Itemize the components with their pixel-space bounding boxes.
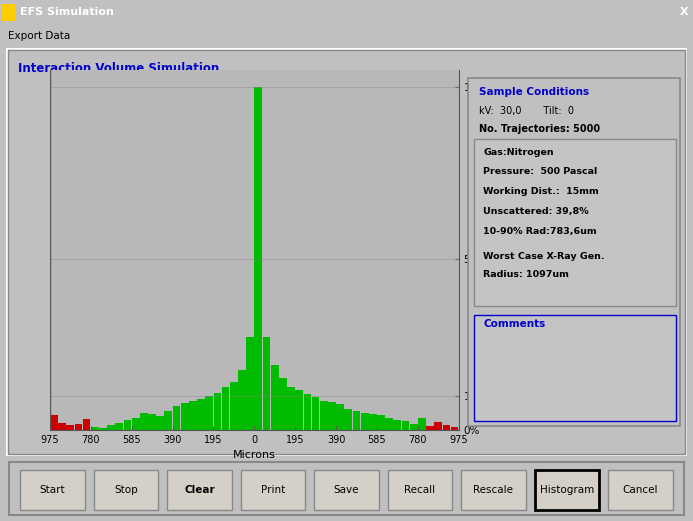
Bar (222, 387, 229, 430)
Text: Cancel: Cancel (623, 485, 658, 495)
Bar (91, 427, 98, 430)
Text: Start: Start (40, 485, 65, 495)
Text: kV:  30,0       Tilt:  0: kV: 30,0 Tilt: 0 (479, 106, 574, 116)
Bar (387, 470, 453, 510)
Bar (157, 416, 164, 430)
Bar (426, 426, 434, 430)
Text: X: X (679, 7, 688, 17)
Bar (295, 390, 303, 430)
Bar (58, 423, 66, 430)
Bar (344, 410, 352, 430)
Text: Rescale: Rescale (473, 485, 514, 495)
Bar (189, 401, 197, 430)
Text: Print: Print (261, 485, 285, 495)
Text: Worst Case X-Ray Gen.: Worst Case X-Ray Gen. (483, 252, 605, 261)
Text: Radius: 1097um: Radius: 1097um (483, 270, 569, 279)
Bar (67, 425, 74, 430)
Text: 10-90% Rad:783,6um: 10-90% Rad:783,6um (483, 227, 597, 235)
Bar (246, 338, 254, 430)
Bar (164, 411, 173, 430)
Bar (230, 382, 238, 430)
Bar (271, 365, 279, 430)
Bar (107, 425, 115, 430)
Bar (263, 338, 270, 430)
Bar (238, 370, 246, 430)
Bar (450, 427, 459, 430)
Bar (287, 387, 295, 430)
Text: Working Dist.:  15mm: Working Dist.: 15mm (483, 187, 599, 196)
Bar (361, 413, 369, 430)
Bar (198, 399, 205, 430)
Bar (314, 470, 379, 510)
Bar (94, 470, 159, 510)
Bar (402, 421, 410, 430)
Bar (82, 419, 91, 430)
Bar (534, 470, 599, 510)
Bar (205, 395, 213, 430)
Bar (377, 415, 385, 430)
Bar (410, 424, 418, 430)
Bar (312, 398, 319, 430)
Bar (140, 413, 148, 430)
Text: Clear: Clear (184, 485, 215, 495)
Bar (99, 428, 107, 430)
Text: EFS Simulation: EFS Simulation (20, 7, 114, 17)
Bar (50, 415, 58, 430)
Bar (148, 414, 156, 430)
Bar (240, 470, 306, 510)
Bar (353, 411, 360, 430)
Bar (123, 420, 132, 430)
Bar (336, 404, 344, 430)
Bar (475, 315, 676, 421)
Text: No. Trajectories: 5000: No. Trajectories: 5000 (479, 123, 600, 133)
Bar (213, 393, 221, 430)
Text: Gas:Nitrogen: Gas:Nitrogen (483, 147, 554, 157)
X-axis label: Microns: Microns (233, 450, 276, 460)
Text: Unscattered: 39,8%: Unscattered: 39,8% (483, 207, 589, 216)
Text: Stop: Stop (114, 485, 138, 495)
Text: Histogram: Histogram (540, 485, 594, 495)
Bar (2, 4, 16, 21)
Bar (75, 424, 82, 430)
Text: Save: Save (334, 485, 359, 495)
Bar (116, 423, 123, 430)
Bar (443, 425, 450, 430)
Bar (328, 402, 336, 430)
Bar (394, 419, 401, 430)
Bar (304, 394, 311, 430)
Bar (369, 414, 377, 430)
Bar (181, 403, 188, 430)
Bar (132, 418, 139, 430)
Text: Sample Conditions: Sample Conditions (479, 86, 589, 96)
Bar (279, 378, 287, 430)
Bar (608, 470, 673, 510)
Bar (435, 423, 442, 430)
Bar (461, 470, 526, 510)
Bar (418, 418, 426, 430)
Bar (320, 401, 328, 430)
Bar (254, 88, 262, 430)
Bar (385, 418, 393, 430)
Text: Comments: Comments (483, 319, 545, 329)
Bar (20, 470, 85, 510)
Text: Pressure:  500 Pascal: Pressure: 500 Pascal (483, 167, 597, 177)
Bar (173, 406, 180, 430)
Bar (167, 470, 232, 510)
Text: Recall: Recall (405, 485, 436, 495)
Text: Export Data: Export Data (8, 31, 71, 41)
Text: Interaction Volume Simulation: Interaction Volume Simulation (18, 62, 219, 75)
Bar (475, 139, 676, 306)
